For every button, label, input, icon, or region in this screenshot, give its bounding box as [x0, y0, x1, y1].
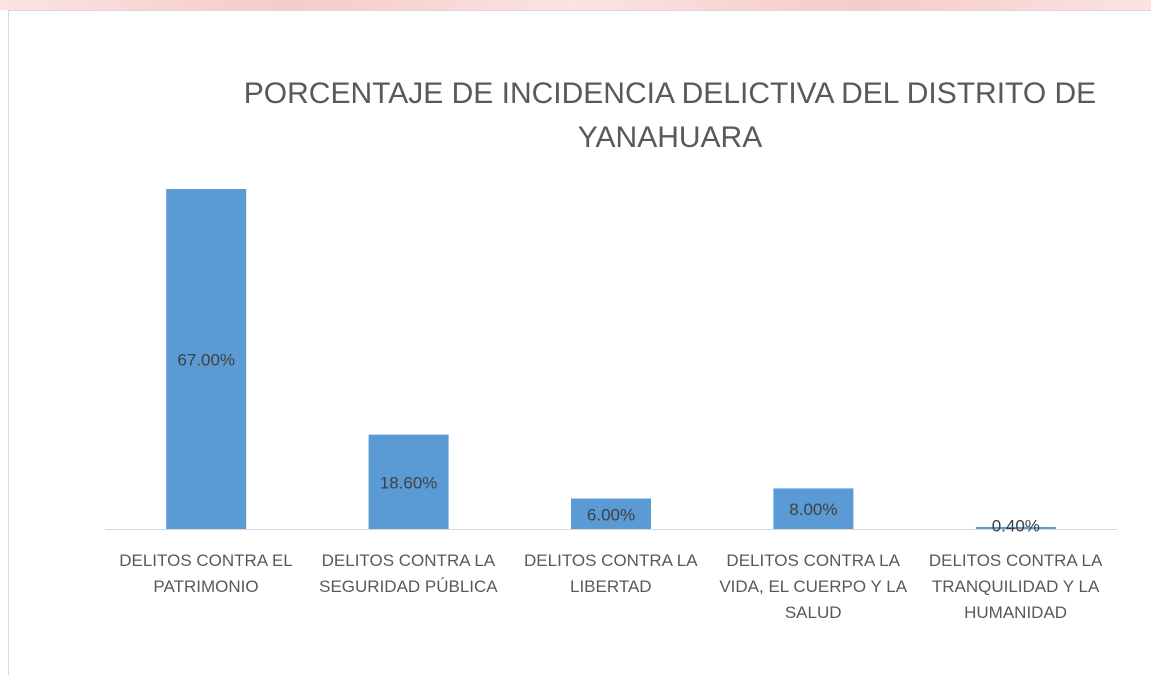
data-label: 6.00% [587, 505, 635, 524]
header-strip [0, 0, 1151, 10]
data-label: 8.00% [789, 500, 837, 519]
x-tick-label: DELITOS CONTRA EL PATRIMONIO [119, 551, 293, 596]
x-tick-label: DELITOS CONTRA LA VIDA, EL CUERPO Y LA S… [719, 551, 908, 622]
data-label: 18.60% [380, 473, 438, 492]
x-tick-label: DELITOS CONTRA LA TRANQUILIDAD Y LA HUMA… [928, 551, 1103, 622]
x-tick-label: DELITOS CONTRA LA SEGURIDAD PÚBLICA [319, 551, 498, 596]
data-label: 67.00% [177, 350, 235, 369]
bar [166, 189, 247, 529]
data-label: 0.40% [992, 516, 1040, 535]
chart-title: PORCENTAJE DE INCIDENCIA DELICTIVA DEL D… [243, 77, 1097, 154]
x-tick-label: DELITOS CONTRA LA LIBERTAD [524, 551, 698, 596]
bar [975, 526, 1056, 529]
bar [368, 434, 449, 529]
bar [571, 498, 651, 529]
chart-frame [8, 10, 1151, 675]
bar [773, 488, 854, 529]
